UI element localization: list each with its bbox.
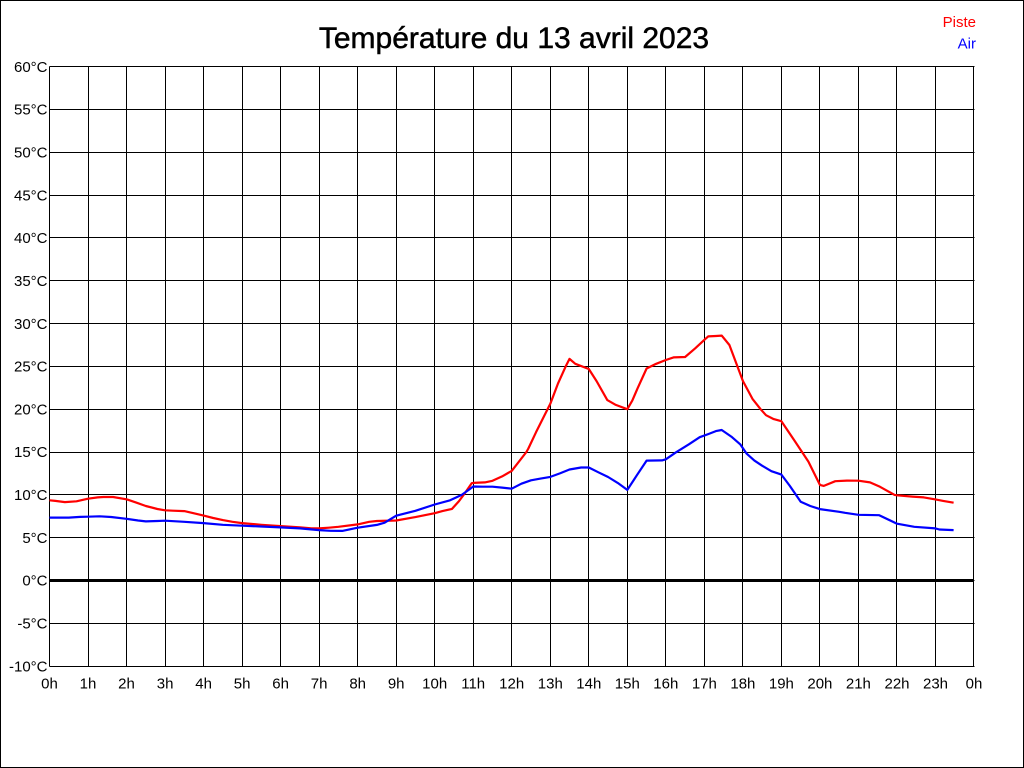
svg-text:15h: 15h <box>615 676 640 693</box>
svg-text:4h: 4h <box>195 676 212 693</box>
svg-text:13h: 13h <box>538 676 563 693</box>
svg-text:20°C: 20°C <box>14 401 48 418</box>
svg-text:30°C: 30°C <box>14 316 48 333</box>
svg-text:16h: 16h <box>653 676 678 693</box>
svg-text:60°C: 60°C <box>14 59 48 76</box>
svg-text:8h: 8h <box>349 676 366 693</box>
svg-text:-10°C: -10°C <box>9 658 48 675</box>
svg-text:40°C: 40°C <box>14 230 48 247</box>
svg-text:15°C: 15°C <box>14 444 48 461</box>
svg-text:50°C: 50°C <box>14 145 48 162</box>
svg-text:11h: 11h <box>461 676 485 693</box>
svg-text:22h: 22h <box>884 676 909 693</box>
svg-text:Air: Air <box>958 36 976 53</box>
svg-text:0h: 0h <box>41 676 58 693</box>
svg-text:23h: 23h <box>923 676 948 693</box>
svg-text:10h: 10h <box>422 676 447 693</box>
svg-text:0°C: 0°C <box>22 573 47 590</box>
svg-text:2h: 2h <box>118 676 135 693</box>
svg-text:17h: 17h <box>692 676 717 693</box>
svg-text:5h: 5h <box>234 676 251 693</box>
svg-text:3h: 3h <box>157 676 174 693</box>
svg-text:18h: 18h <box>730 676 755 693</box>
svg-text:7h: 7h <box>311 676 328 693</box>
svg-text:9h: 9h <box>388 676 405 693</box>
svg-text:-5°C: -5°C <box>17 616 47 633</box>
svg-text:25°C: 25°C <box>14 359 48 376</box>
svg-text:6h: 6h <box>272 676 289 693</box>
svg-text:55°C: 55°C <box>14 102 48 119</box>
svg-text:35°C: 35°C <box>14 273 48 290</box>
svg-text:20h: 20h <box>807 676 832 693</box>
svg-text:19h: 19h <box>769 676 794 693</box>
svg-text:Piste: Piste <box>943 14 976 31</box>
svg-text:1h: 1h <box>80 676 97 693</box>
svg-text:Température du 13 avril 2023: Température du 13 avril 2023 <box>319 22 709 55</box>
svg-text:5°C: 5°C <box>22 530 47 547</box>
svg-text:21h: 21h <box>846 676 871 693</box>
svg-text:12h: 12h <box>499 676 524 693</box>
svg-text:45°C: 45°C <box>14 187 48 204</box>
svg-text:0h: 0h <box>966 676 983 693</box>
svg-text:10°C: 10°C <box>14 487 48 504</box>
svg-text:14h: 14h <box>576 676 601 693</box>
